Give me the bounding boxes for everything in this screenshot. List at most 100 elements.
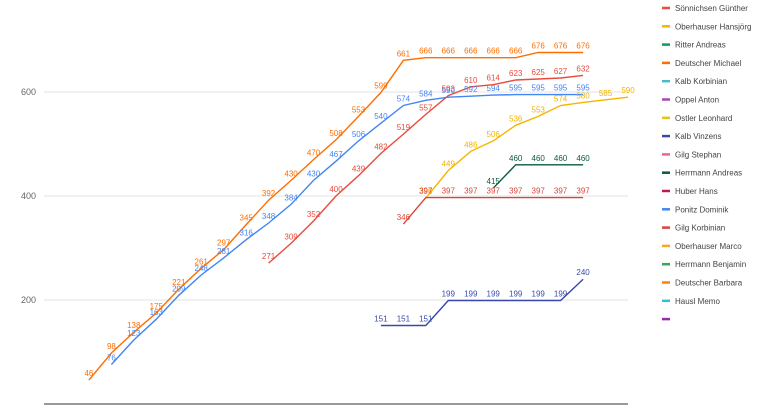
data-label: 467 bbox=[329, 150, 343, 159]
data-label: 666 bbox=[509, 47, 523, 56]
y-tick-label: 600 bbox=[21, 87, 36, 97]
data-label: 281 bbox=[217, 247, 231, 256]
data-label: 151 bbox=[419, 315, 433, 324]
series-lines bbox=[88, 51, 629, 381]
data-label: 519 bbox=[397, 123, 411, 132]
data-label: 384 bbox=[284, 193, 298, 202]
data-label: 449 bbox=[442, 160, 456, 169]
data-label: 76 bbox=[107, 354, 116, 363]
data-label: 397 bbox=[532, 187, 546, 196]
data-label: 482 bbox=[374, 142, 388, 151]
data-label: 348 bbox=[262, 212, 276, 221]
legend-label: Oberhauser Hansjörg bbox=[675, 22, 751, 31]
series-line bbox=[380, 278, 584, 327]
data-label: 574 bbox=[397, 95, 411, 104]
data-label: 486 bbox=[464, 140, 478, 149]
data-label: 627 bbox=[554, 67, 568, 76]
legend-label: Sönnichsen Günther bbox=[675, 4, 748, 13]
data-label: 553 bbox=[352, 105, 366, 114]
data-label: 676 bbox=[576, 42, 590, 51]
data-label: 666 bbox=[487, 47, 501, 56]
data-label: 46 bbox=[84, 369, 93, 378]
data-label: 209 bbox=[172, 284, 186, 293]
series-line bbox=[425, 96, 629, 199]
legend-label: Ponitz Dominik bbox=[675, 205, 729, 214]
legend-label: Gilg Stephan bbox=[675, 150, 721, 159]
data-label: 592 bbox=[464, 85, 478, 94]
series-line bbox=[88, 51, 584, 381]
data-label: 625 bbox=[532, 68, 546, 77]
data-label: 553 bbox=[532, 105, 546, 114]
data-label: 397 bbox=[554, 187, 568, 196]
data-label: 151 bbox=[397, 315, 411, 324]
data-label: 595 bbox=[532, 84, 546, 93]
data-label: 123 bbox=[127, 329, 141, 338]
data-label: 151 bbox=[374, 315, 388, 324]
data-label: 599 bbox=[374, 82, 388, 91]
data-label: 557 bbox=[419, 103, 433, 112]
data-label: 221 bbox=[172, 278, 186, 287]
data-label: 397 bbox=[509, 187, 523, 196]
legend: Sönnichsen Günther Oberhauser Hansjörg Rit… bbox=[662, 4, 751, 321]
legend-label: Kalb Vinzens bbox=[675, 132, 722, 141]
legend-label: Huber Hans bbox=[675, 187, 718, 196]
data-label: 508 bbox=[329, 129, 343, 138]
data-label: 175 bbox=[150, 302, 164, 311]
data-label: 345 bbox=[240, 214, 254, 223]
legend-label: Oberhauser Marco bbox=[675, 242, 742, 251]
data-label: 623 bbox=[509, 69, 523, 78]
data-label: 632 bbox=[576, 64, 590, 73]
series-line bbox=[268, 74, 584, 264]
data-label: 580 bbox=[576, 91, 590, 100]
data-label: 595 bbox=[576, 84, 590, 93]
data-label: 430 bbox=[284, 169, 298, 178]
data-label: 536 bbox=[509, 114, 523, 123]
series-line bbox=[402, 196, 584, 225]
legend-label: Gilg Korbinian bbox=[675, 224, 725, 233]
legend-label: Hausl Memo bbox=[675, 297, 720, 306]
data-label: 316 bbox=[240, 229, 254, 238]
data-label: 661 bbox=[397, 49, 411, 58]
data-label: 594 bbox=[487, 84, 501, 93]
data-label: 163 bbox=[150, 308, 164, 317]
data-label: 297 bbox=[217, 239, 231, 248]
data-label: 574 bbox=[554, 95, 568, 104]
data-label: 396 bbox=[419, 187, 433, 196]
y-tick-label: 200 bbox=[21, 295, 36, 305]
data-label: 261 bbox=[195, 257, 209, 266]
data-label: 584 bbox=[419, 89, 433, 98]
data-label: 138 bbox=[127, 321, 141, 330]
series-line bbox=[110, 93, 584, 365]
data-label: 98 bbox=[107, 342, 116, 351]
data-label: 540 bbox=[374, 112, 388, 121]
legend-label: Oppel Anton bbox=[675, 96, 719, 105]
data-label: 595 bbox=[509, 84, 523, 93]
data-label: 595 bbox=[554, 84, 568, 93]
data-label: 199 bbox=[509, 290, 523, 299]
data-label: 460 bbox=[554, 154, 568, 163]
data-label: 470 bbox=[307, 149, 321, 158]
data-label: 248 bbox=[195, 264, 209, 273]
legend-label: Herrmann Andreas bbox=[675, 169, 742, 178]
legend-label: Kalb Korbinian bbox=[675, 77, 727, 86]
data-label: 676 bbox=[532, 42, 546, 51]
data-label: 309 bbox=[284, 232, 298, 241]
legend-label: Herrmann Benjamin bbox=[675, 260, 746, 269]
data-label: 585 bbox=[599, 89, 613, 98]
legend-label: Deutscher Michael bbox=[675, 59, 741, 68]
data-label: 397 bbox=[464, 187, 478, 196]
legend-label: Ritter Andreas bbox=[675, 41, 726, 50]
data-label: 614 bbox=[487, 74, 501, 83]
data-label: 610 bbox=[464, 76, 478, 85]
data-label: 397 bbox=[487, 187, 501, 196]
data-label: 460 bbox=[576, 154, 590, 163]
legend-label: Deutscher Barbara bbox=[675, 279, 743, 288]
data-label: 199 bbox=[464, 290, 478, 299]
data-label: 392 bbox=[262, 189, 276, 198]
data-label: 666 bbox=[442, 47, 456, 56]
data-label: 460 bbox=[509, 154, 523, 163]
data-label: 397 bbox=[576, 187, 590, 196]
data-label: 439 bbox=[352, 165, 366, 174]
data-label: 666 bbox=[419, 47, 433, 56]
